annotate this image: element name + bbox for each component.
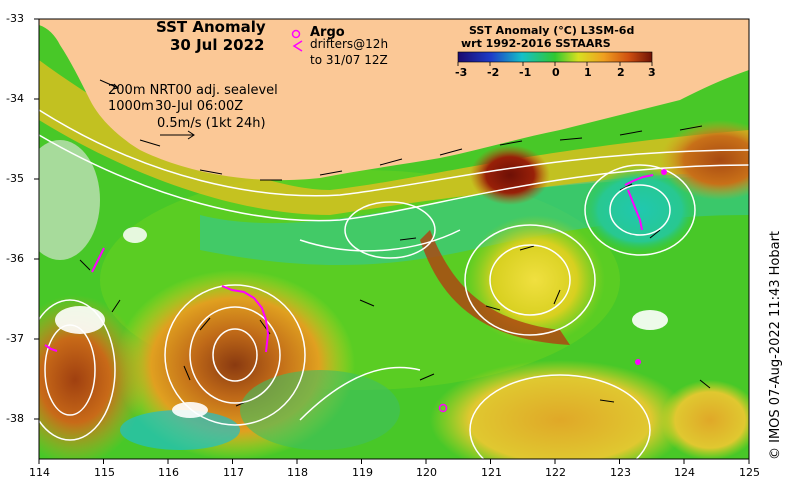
- credit-text: © IMOS 07-Aug-2022 11:43 Hobart: [768, 230, 783, 460]
- colorbar-subtitle: wrt 1992-2016 SSTAARS: [461, 37, 611, 50]
- drifter-legend-marker: [292, 40, 303, 52]
- x-tick-label: 125: [739, 466, 760, 479]
- x-tick-label: 120: [416, 466, 437, 479]
- x-tick-label: 121: [481, 466, 502, 479]
- contour-info: 200m NRT00 adj. sealevel: [108, 83, 278, 98]
- x-tick-label: 119: [352, 466, 373, 479]
- x-tick-label: 124: [674, 466, 695, 479]
- x-tick-label: 123: [610, 466, 631, 479]
- axis-ticks: [34, 18, 750, 464]
- colorbar: [457, 51, 653, 63]
- colorbar-tick: -2: [487, 66, 500, 79]
- contour-time: 30-Jul 06:00Z: [155, 99, 244, 114]
- map-title: SST Anomaly: [156, 18, 266, 36]
- contour-depth: 1000m: [108, 99, 154, 114]
- sst-field: [39, 19, 749, 459]
- plot-frame: [38, 18, 750, 460]
- x-tick-label: 118: [287, 466, 308, 479]
- velocity-scale-arrow: [160, 130, 195, 140]
- x-tick-label: 117: [223, 466, 244, 479]
- drifters-legend-label: drifters@12h: [310, 37, 389, 51]
- x-tick-label: 116: [158, 466, 179, 479]
- colorbar-tick: -1: [519, 66, 532, 79]
- x-tick-label: 115: [94, 466, 115, 479]
- colorbar-tick: 2: [617, 66, 625, 79]
- sealevel-contours: [39, 109, 749, 459]
- colorbar-tick: 3: [648, 66, 656, 79]
- y-tick-label: -37: [6, 332, 24, 345]
- y-tick-label: -36: [6, 252, 24, 265]
- map-date: 30 Jul 2022: [170, 36, 265, 54]
- x-tick-label: 114: [29, 466, 50, 479]
- y-tick-label: -33: [6, 12, 24, 25]
- argo-legend-label: Argo: [310, 25, 345, 40]
- y-tick-label: -38: [6, 412, 24, 425]
- y-tick-label: -34: [6, 92, 24, 105]
- colorbar-tick: 0: [552, 66, 560, 79]
- velocity-scale-label: 0.5m/s (1kt 24h): [157, 116, 266, 131]
- argo-legend-marker: [291, 29, 301, 39]
- colorbar-title: SST Anomaly (°C) L3SM-6d: [469, 24, 635, 37]
- drifter-tracks: [44, 174, 654, 353]
- argo-float: [438, 403, 448, 413]
- drifters-legend-sub: to 31/07 12Z: [310, 53, 388, 67]
- colorbar-tick: -3: [455, 66, 468, 79]
- y-tick-label: -35: [6, 172, 24, 185]
- colorbar-tick: 1: [584, 66, 592, 79]
- x-tick-label: 122: [545, 466, 566, 479]
